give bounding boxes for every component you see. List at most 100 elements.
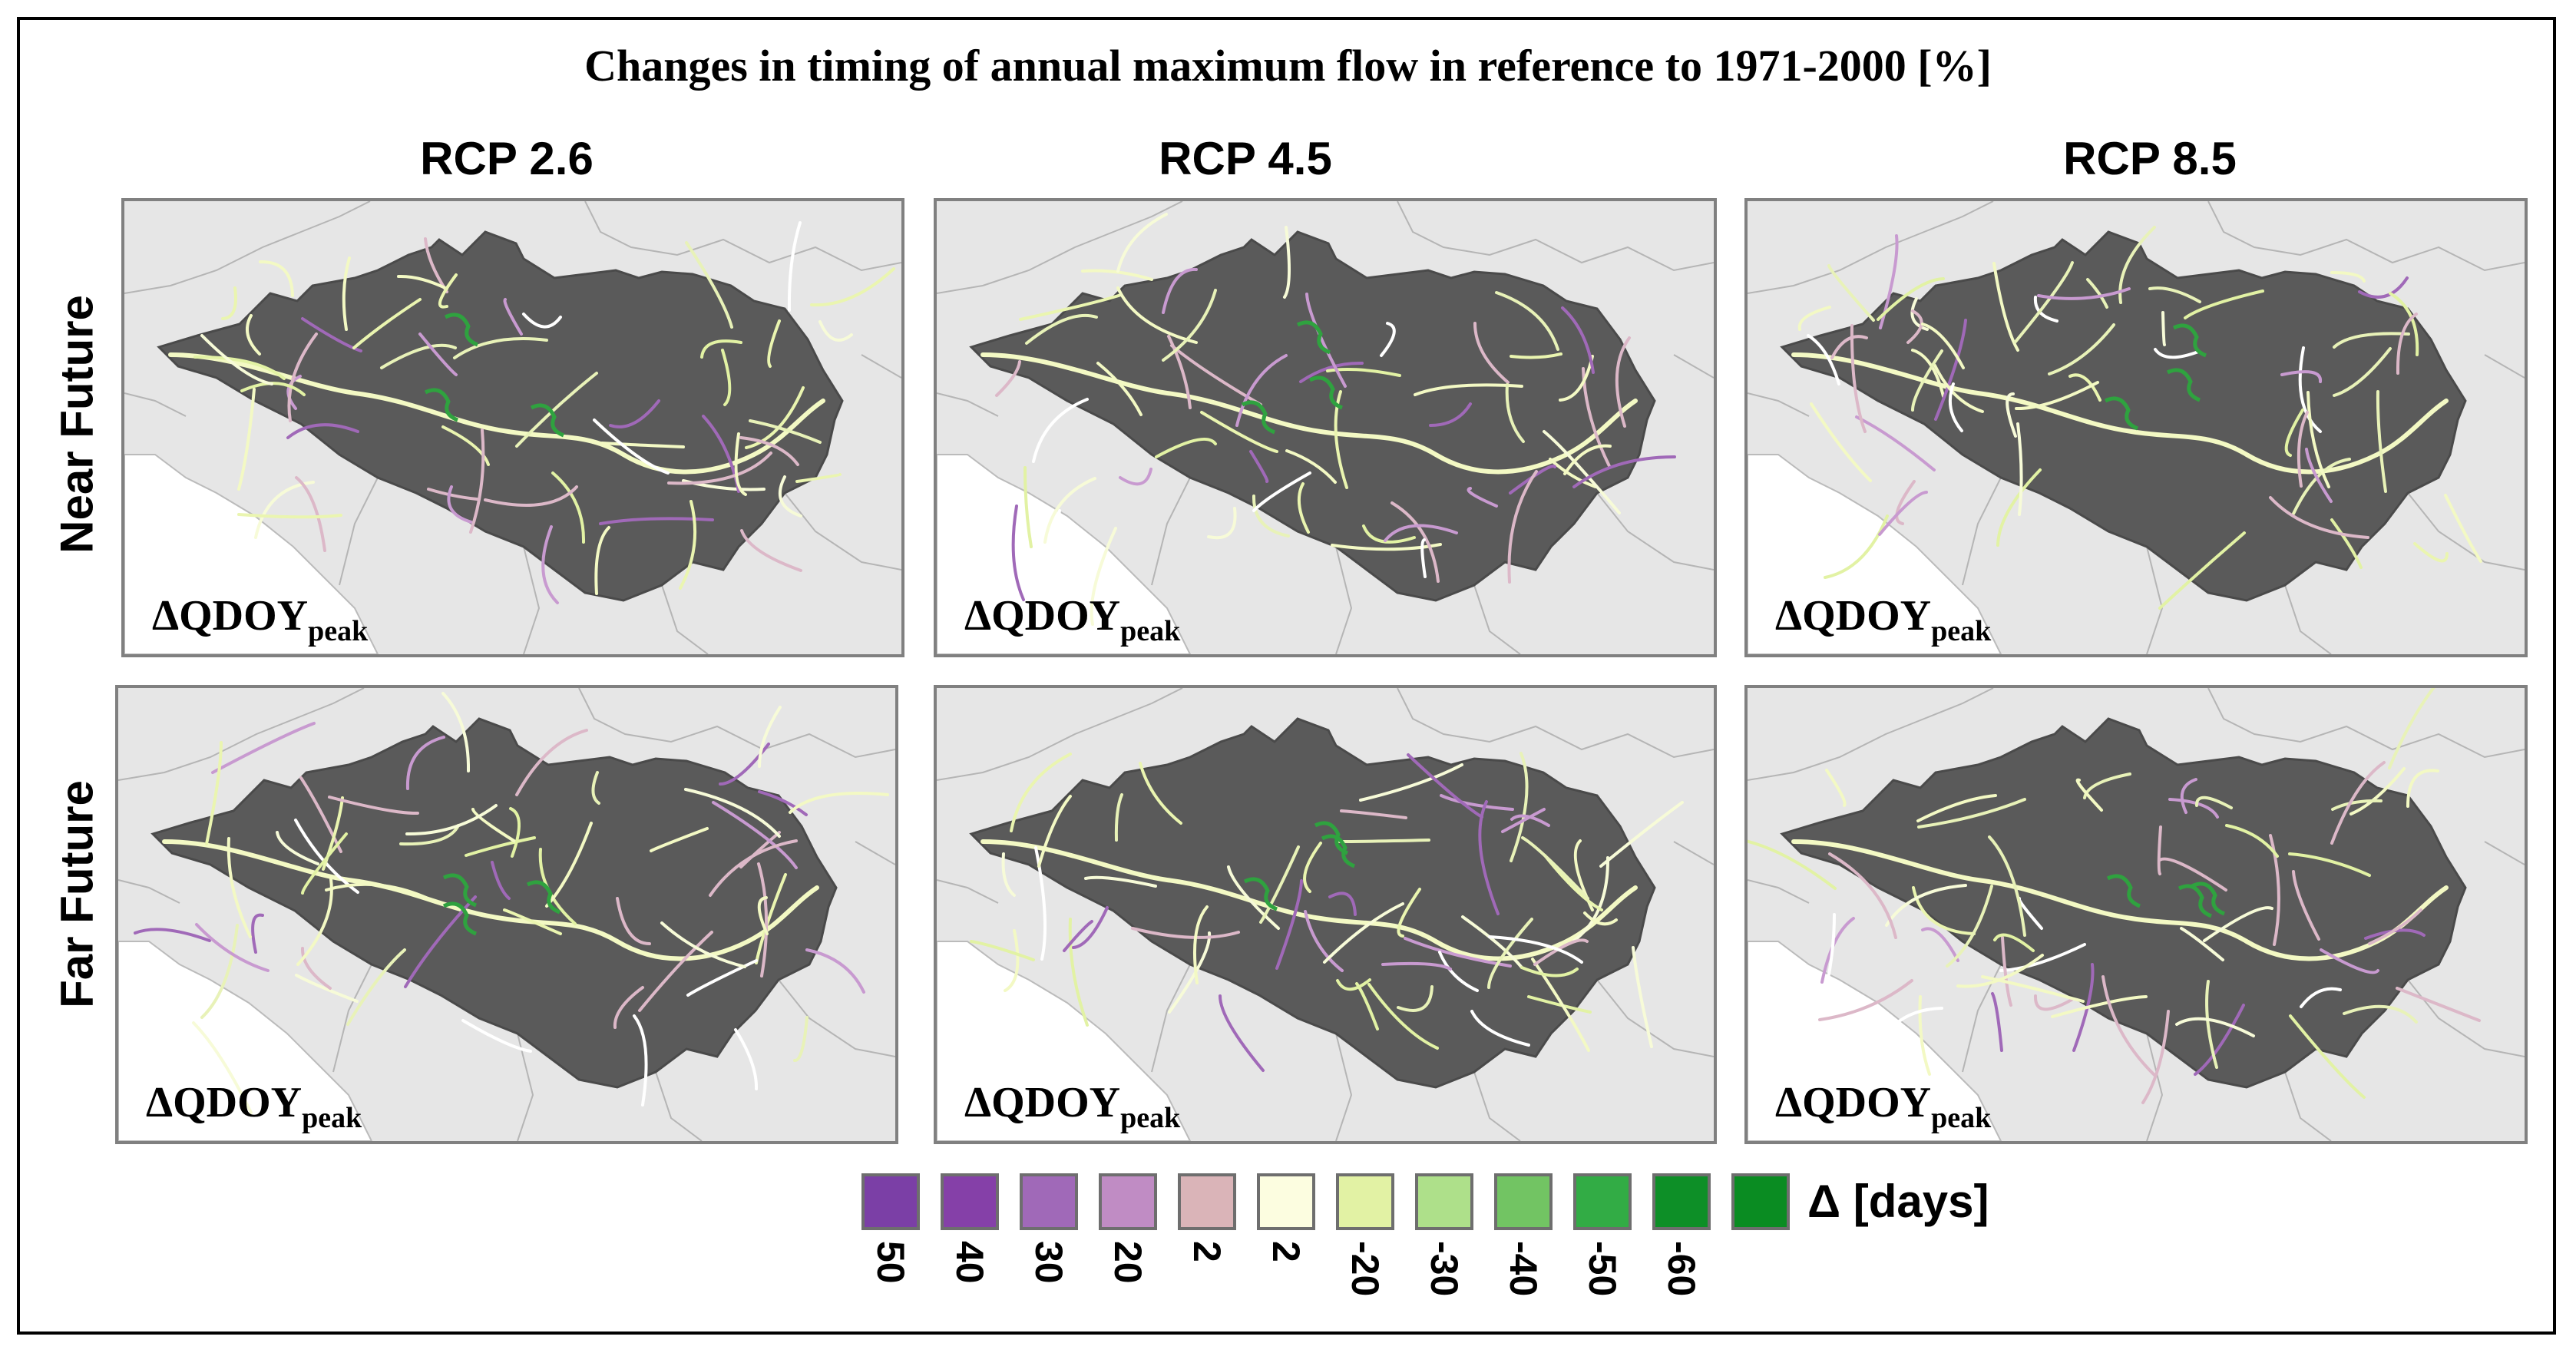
adriatic-sea xyxy=(937,454,1192,654)
river-segment xyxy=(346,948,406,1026)
river-segment xyxy=(1507,470,1538,584)
river-segment xyxy=(1478,800,1500,915)
river-segment xyxy=(1096,362,1143,416)
river-segment xyxy=(2444,494,2482,563)
adriatic-sea xyxy=(124,454,379,654)
river-segment xyxy=(734,1028,759,1090)
river-segment xyxy=(684,788,781,838)
river-segment xyxy=(1037,795,1072,868)
river-segment xyxy=(1797,306,1831,331)
river-segment xyxy=(2298,346,2322,433)
river-segment xyxy=(1063,920,1093,952)
river-segment xyxy=(1878,491,1928,536)
country-border xyxy=(118,688,365,781)
river-segment xyxy=(299,776,342,853)
river-segment xyxy=(503,298,523,336)
river-segment xyxy=(1921,927,1959,962)
figure-title: Changes in timing of annual maximum flow… xyxy=(584,41,1992,91)
danube-basin-map xyxy=(124,201,901,654)
legend-swatch xyxy=(1257,1173,1315,1230)
river-segment xyxy=(1885,884,1967,927)
river-segment-green xyxy=(526,880,561,915)
river-segment xyxy=(1336,978,1371,991)
river-segment xyxy=(591,771,600,805)
river-main-stem xyxy=(168,352,825,475)
river-segment xyxy=(2001,936,2012,1007)
river-segment xyxy=(2016,422,2023,516)
river-segment xyxy=(2349,767,2406,815)
river-segment xyxy=(1824,514,1889,579)
river-segment xyxy=(789,792,889,814)
river-segment xyxy=(1748,839,1837,890)
danube-basin-map xyxy=(937,688,1714,1141)
legend-tick-label: 50 xyxy=(869,1241,912,1284)
danube-basin-map xyxy=(1748,201,2525,654)
danube-basin-map xyxy=(118,688,895,1141)
river-segment xyxy=(1991,992,2003,1052)
river-segment xyxy=(2225,824,2279,858)
river-segment xyxy=(1384,524,1458,542)
river-segment xyxy=(1520,966,1579,978)
river-segment xyxy=(2376,390,2387,493)
river-segment xyxy=(1473,322,1510,384)
country-border xyxy=(1151,964,1191,1073)
country-border xyxy=(2146,546,2164,654)
river-segment-green xyxy=(442,901,478,936)
river-segment xyxy=(134,928,211,942)
river-segment xyxy=(2306,391,2330,488)
river-segment xyxy=(193,355,286,380)
river-segment xyxy=(1023,466,1033,548)
river-segment xyxy=(2343,1004,2418,1024)
river-segment xyxy=(1533,938,1589,966)
river-segment xyxy=(2037,287,2131,300)
legend-swatch xyxy=(1099,1173,1157,1230)
legend-swatch xyxy=(1652,1173,1711,1230)
river-segment xyxy=(1326,368,1401,377)
country-border xyxy=(1962,477,2002,586)
river-segment xyxy=(2297,411,2309,488)
river-segment xyxy=(1510,752,1529,862)
country-border xyxy=(2284,584,2332,654)
panel-label: ΔQDOYpeak xyxy=(152,592,369,647)
map-panel-near-rcp26: ΔQDOYpeak xyxy=(121,198,904,657)
river-segment xyxy=(2203,906,2273,942)
river-segment xyxy=(613,986,644,1029)
river-segment xyxy=(758,790,808,816)
river-segment xyxy=(1090,527,1117,626)
legend-swatch xyxy=(1494,1173,1553,1230)
river-segment-green xyxy=(442,873,478,908)
river-segment xyxy=(1380,322,1396,357)
river-segment xyxy=(1362,524,1416,544)
river-segment xyxy=(2048,323,2115,375)
legend-tick-label: -30 xyxy=(1423,1241,1466,1297)
river-segment xyxy=(1334,390,1348,489)
river-segment xyxy=(1827,264,1875,322)
river-segment xyxy=(1910,297,1929,331)
river-segment xyxy=(679,500,697,590)
country-border xyxy=(937,201,1183,294)
country-border xyxy=(339,477,379,586)
river-segment xyxy=(609,399,660,428)
legend-swatch xyxy=(1415,1173,1473,1230)
river-segment xyxy=(205,741,223,845)
river-segment xyxy=(1200,411,1278,453)
river-segment xyxy=(1207,507,1237,540)
river-segment xyxy=(1285,449,1337,484)
country-border xyxy=(1397,688,1714,759)
country-border xyxy=(2207,201,2525,272)
legend-tick-label: 30 xyxy=(1027,1241,1070,1284)
river-segment xyxy=(2033,994,2073,1011)
river-segment xyxy=(1359,763,1463,802)
river-segment xyxy=(757,896,769,935)
river-segment xyxy=(491,861,511,900)
river-segment xyxy=(2083,772,2131,799)
river-segment xyxy=(1948,382,1963,432)
river-segment xyxy=(995,360,1021,397)
river-segment xyxy=(1495,291,1559,351)
river-segment xyxy=(1561,306,1595,374)
river-segment xyxy=(2194,1004,2245,1076)
river-segment-green xyxy=(2172,323,2207,358)
river-segment xyxy=(245,314,261,356)
river-segment xyxy=(599,517,714,525)
river-segment xyxy=(509,807,521,858)
